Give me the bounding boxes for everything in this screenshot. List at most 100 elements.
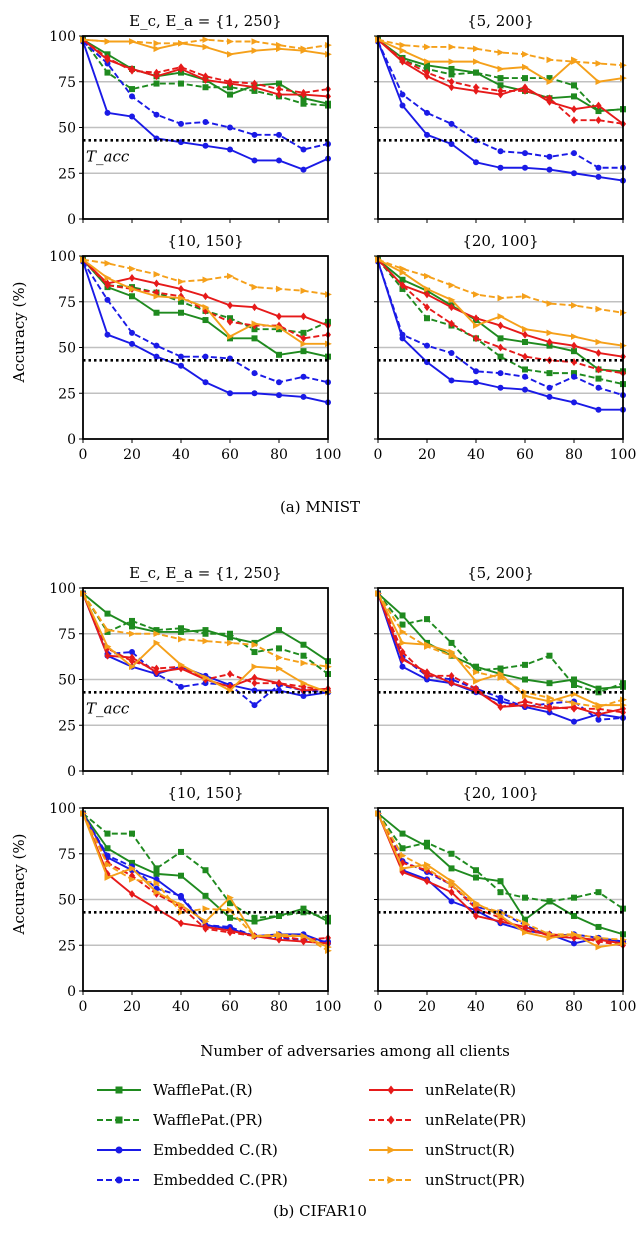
data-point (227, 670, 233, 678)
series-line (82, 592, 329, 668)
legend-entry: Embedded C.(R) (97, 1141, 278, 1159)
data-point (399, 621, 406, 628)
series-Embedded C.(R) (375, 38, 626, 184)
data-point (595, 375, 602, 382)
data-point (178, 63, 184, 72)
data-point (497, 335, 504, 342)
data-point (276, 665, 283, 672)
legend-marker (387, 1176, 396, 1184)
data-point (129, 657, 135, 666)
data-point (202, 292, 209, 301)
data-point (178, 294, 185, 302)
data-point (104, 274, 112, 282)
data-point (251, 335, 258, 342)
data-point (276, 285, 283, 293)
data-point (153, 342, 160, 349)
data-point (399, 830, 406, 837)
x-tick-label: 100 (610, 447, 637, 463)
data-point (202, 867, 209, 874)
data-point (473, 874, 479, 881)
panels: E_c, E_a = {1, 250} 0 25 50 75 100 T_acc {5, 20… (49, 12, 636, 1015)
y-tick-label: 75 (58, 627, 76, 643)
data-point (522, 330, 528, 339)
y-tick-label: 0 (67, 984, 76, 1000)
x-tick-label: 0 (79, 447, 88, 463)
data-point (300, 373, 307, 380)
data-point (522, 352, 528, 361)
data-point (595, 173, 602, 180)
axes-frame (377, 255, 624, 440)
data-point (424, 58, 431, 65)
data-point (546, 680, 553, 687)
data-point (227, 91, 233, 98)
data-point (571, 116, 577, 125)
data-point (473, 45, 480, 53)
panel-title: {20, 100} (462, 232, 538, 250)
data-point (202, 353, 209, 360)
data-point (227, 38, 234, 45)
data-point (571, 302, 578, 309)
data-point (129, 890, 135, 898)
data-point (571, 681, 577, 688)
y-tick-label: 75 (58, 75, 76, 91)
data-point (300, 692, 307, 699)
data-point (104, 874, 112, 881)
data-point (153, 630, 161, 638)
data-point (522, 51, 529, 58)
data-point (104, 69, 111, 76)
x-tick-label: 40 (467, 447, 485, 463)
ylabel-mnist: Accuracy (%) (10, 281, 28, 383)
data-point (178, 661, 185, 669)
data-point (571, 930, 578, 938)
data-point (129, 86, 135, 93)
data-point (448, 377, 455, 384)
x-tick-label: 80 (565, 447, 583, 463)
data-point (473, 69, 479, 76)
data-point (202, 892, 209, 899)
data-point (300, 45, 308, 53)
data-point (595, 365, 602, 374)
data-point (571, 940, 577, 947)
data-point (546, 384, 553, 391)
data-point (178, 362, 184, 369)
x-tick-label: 60 (516, 999, 534, 1015)
legend-entry: unRelate(PR) (369, 1111, 526, 1129)
data-point (153, 870, 160, 877)
data-point (448, 58, 456, 65)
panel-3: {10, 150} 0 25 50 75 100 0 20 40 60 80 100 (49, 232, 341, 463)
data-point (153, 353, 160, 360)
data-point (522, 916, 528, 923)
data-point (227, 77, 233, 86)
axes-frame (82, 255, 329, 440)
data-point (178, 285, 184, 293)
legend-label: WafflePat.(PR) (153, 1111, 263, 1129)
data-point (571, 93, 577, 100)
data-point (473, 684, 479, 693)
data-point (571, 348, 577, 355)
data-point (104, 54, 111, 62)
data-point (473, 322, 480, 329)
y-tick-label: 25 (58, 386, 76, 402)
x-tick-label: 80 (270, 999, 288, 1015)
data-point (153, 40, 161, 47)
threshold-label: T_acc (86, 699, 130, 717)
data-point (178, 683, 184, 690)
y-tick-label: 75 (58, 847, 76, 863)
x-tick-label: 60 (221, 447, 239, 463)
data-point (202, 72, 209, 81)
axes-frame (377, 587, 624, 772)
series-line (377, 38, 624, 112)
data-point (178, 353, 184, 360)
series-line (377, 592, 624, 708)
ylabel-cifar: Accuracy (%) (10, 833, 28, 935)
data-point (300, 312, 307, 321)
legend-marker (387, 1146, 396, 1154)
data-point (276, 131, 282, 138)
data-point (300, 146, 307, 153)
data-point (399, 845, 406, 852)
data-point (595, 305, 603, 313)
data-point (473, 379, 479, 386)
data-point (251, 283, 259, 291)
data-point (178, 892, 184, 899)
data-point (399, 852, 407, 859)
